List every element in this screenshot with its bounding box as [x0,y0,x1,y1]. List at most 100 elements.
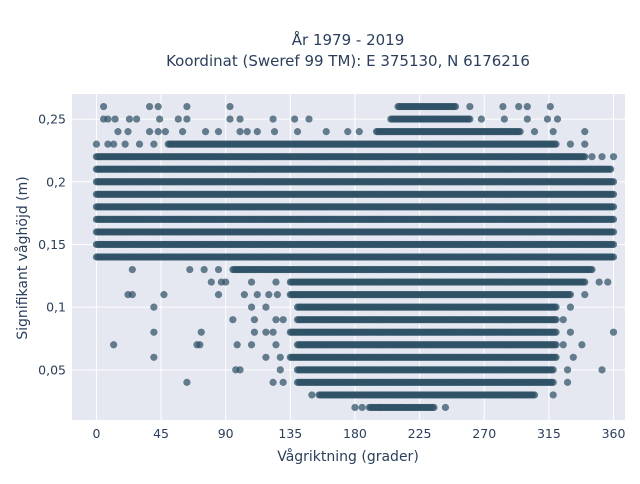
data-point [567,291,574,298]
data-point-sparse [175,115,182,122]
data-point-sparse [499,103,506,110]
data-point [607,166,614,173]
data-point-sparse [244,128,251,135]
data-point-sparse [133,115,140,122]
data-point-sparse [229,316,236,323]
data-point-sparse [146,128,153,135]
data-point-sparse [222,278,229,285]
data-point-sparse [271,128,278,135]
data-point-sparse [581,291,588,298]
data-point-sparse [560,316,567,323]
data-point-sparse [202,128,209,135]
data-point-sparse [269,115,276,122]
data-point-sparse [215,291,222,298]
data-point-sparse [155,103,162,110]
data-point-sparse [581,141,588,148]
data-point-sparse [567,141,574,148]
data-point-sparse [136,141,143,148]
data-point-sparse [265,291,272,298]
data-point-sparse [598,153,605,160]
data-point-sparse [104,115,111,122]
data-point-sparse [236,128,243,135]
data-point-sparse [272,316,279,323]
data-point-sparse [515,103,522,110]
data-point-sparse [501,115,508,122]
data-point [610,253,617,260]
data-point-sparse [129,291,136,298]
data-point-sparse [248,304,255,311]
data-point-sparse [126,115,133,122]
data-point [610,203,617,210]
data-point-sparse [129,266,136,273]
data-point-sparse [155,128,162,135]
data-point-sparse [274,291,281,298]
data-point-sparse [179,128,186,135]
data-point-sparse [114,128,121,135]
data-point-sparse [524,115,531,122]
data-point-sparse [215,128,222,135]
data-point-sparse [581,128,588,135]
data-point-sparse [150,304,157,311]
data-point-sparse [93,141,100,148]
data-point-sparse [183,115,190,122]
data-point-sparse [241,291,248,298]
data-point [610,228,617,235]
data-point-sparse [478,115,485,122]
data-point-sparse [262,304,269,311]
data-point-sparse [251,316,258,323]
data-point-sparse [604,278,611,285]
data-point-sparse [272,278,279,285]
data-point-sparse [100,103,107,110]
data-point [610,191,617,198]
data-point [452,103,459,110]
data-point-sparse [160,291,167,298]
data-point-sparse [531,128,538,135]
data-point [517,128,524,135]
data-point-sparse [208,278,215,285]
data-point-sparse [254,128,261,135]
data-point-sparse [596,278,603,285]
data-point [610,178,617,185]
data-point-sparse [201,266,208,273]
data-point-sparse [111,115,118,122]
data-point-sparse [588,153,595,160]
data-point [588,266,595,273]
data-point [581,278,588,285]
data-point [610,241,617,248]
data-point-sparse [226,115,233,122]
data-point-sparse [291,115,298,122]
data-point-sparse [294,128,301,135]
data-point-sparse [110,141,117,148]
data-point [552,316,559,323]
data-point [552,304,559,311]
data-point-sparse [215,266,222,273]
data-point-sparse [544,115,551,122]
data-point-sparse [280,316,287,323]
data-point [552,141,559,148]
data-point-sparse [550,128,557,135]
data-point-sparse [248,278,255,285]
data-point-sparse [254,291,261,298]
data-point-sparse [236,115,243,122]
data-point-sparse [226,103,233,110]
data-point-sparse [554,115,561,122]
data-point-sparse [183,103,190,110]
data-point-sparse [356,128,363,135]
data-point-sparse [466,103,473,110]
data-point-sparse [186,266,193,273]
data-point-sparse [156,115,163,122]
data-point-sparse [150,141,157,148]
data-point-sparse [524,103,531,110]
data-point [466,115,473,122]
data-point-sparse [610,153,617,160]
data-point-sparse [344,128,351,135]
data-point-sparse [547,103,554,110]
data-point-sparse [146,103,153,110]
data-point-sparse [162,128,169,135]
data-point-sparse [122,141,129,148]
data-point [610,216,617,223]
data-point-sparse [124,128,131,135]
data-point [581,153,588,160]
